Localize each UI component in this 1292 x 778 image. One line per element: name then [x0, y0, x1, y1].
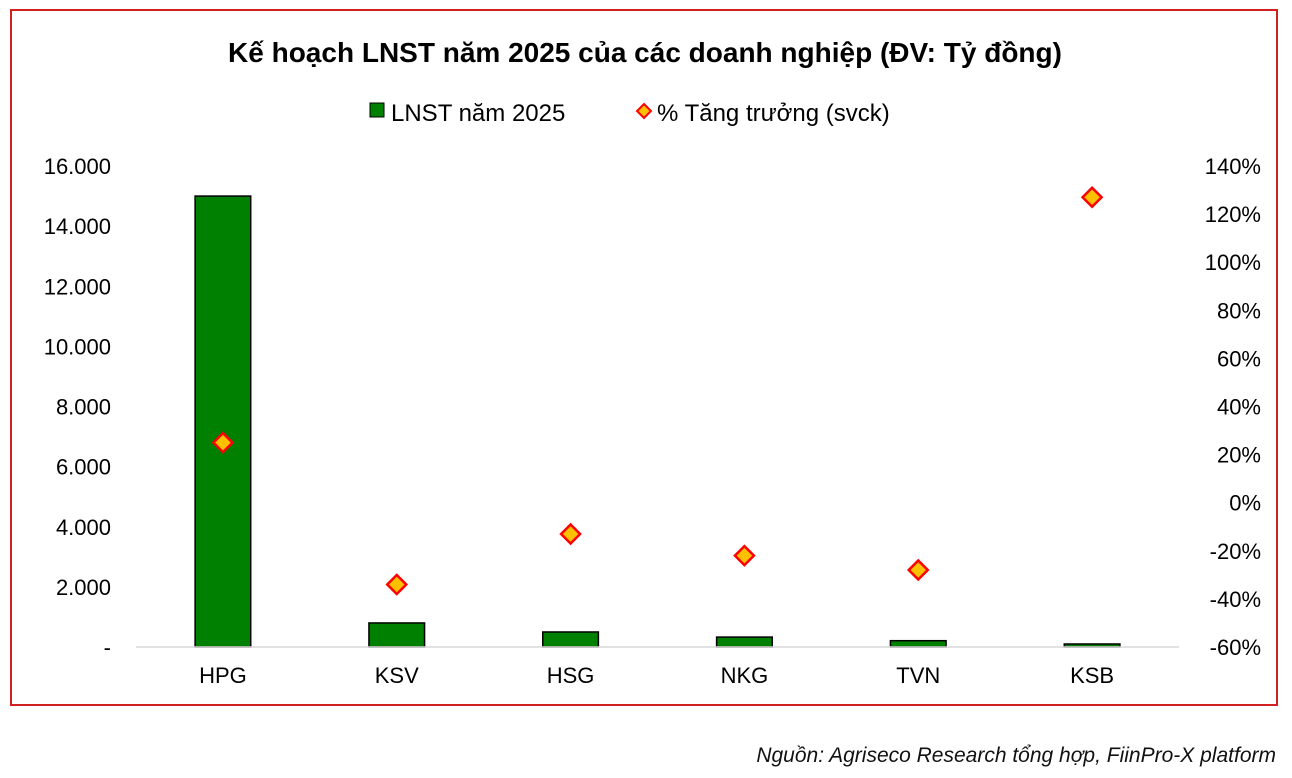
point-nkg [733, 544, 756, 567]
legend-swatch-bar [369, 102, 385, 118]
y-left-tick-label: - [104, 635, 111, 660]
y-left-tick-label: 6.000 [56, 455, 111, 480]
y-left-tick-label: 2.000 [56, 575, 111, 600]
y-left-tick-label: 14.000 [44, 214, 111, 239]
y-left-tick-label: 4.000 [56, 515, 111, 540]
y-right-tick-label: 60% [1217, 346, 1261, 371]
source-note: Nguồn: Agriseco Research tổng hợp, FiinP… [756, 744, 1276, 767]
y-left-tick-label: 10.000 [44, 334, 111, 359]
x-tick-label: TVN [896, 663, 940, 688]
legend: LNST năm 2025 % Tăng trưởng (svck) [369, 100, 890, 127]
bar-tvn [889, 639, 947, 648]
y-right-tick-label: 100% [1205, 250, 1261, 275]
x-tick-label: KSB [1070, 663, 1114, 688]
x-tick-label: KSV [375, 663, 419, 688]
y-right-tick-label: 20% [1217, 443, 1261, 468]
y-right-tick-label: 40% [1217, 395, 1261, 420]
point-hsg [559, 522, 582, 546]
y-left-tick-label: 16.000 [44, 154, 111, 179]
legend-label-growth: % Tăng trưởng (svck) [657, 100, 890, 127]
legend-swatch-diamond [635, 102, 653, 120]
bar-ksv [368, 622, 426, 648]
y-right-tick-label: 0% [1229, 491, 1261, 516]
y-right-tick-label: -40% [1210, 587, 1261, 612]
legend-label-lnst: LNST năm 2025 [391, 100, 565, 127]
bar-nkg [715, 636, 773, 648]
y-left-tick-label: 12.000 [44, 274, 111, 299]
chart-frame [10, 9, 1278, 706]
x-tick-label: HPG [199, 663, 247, 688]
y-left-axis: - 2.000 4.000 6.000 8.000 10.000 12.000 14.000 1… [44, 154, 111, 660]
x-axis: HPG KSV HSG NKG TVN KSB [199, 663, 1114, 688]
point-hpg [211, 431, 235, 454]
point-ksv [385, 573, 409, 596]
y-right-tick-label: 80% [1217, 298, 1261, 323]
bar-hsg [542, 631, 600, 648]
y-right-tick-label: 120% [1205, 202, 1261, 227]
chart-title: Kế hoạch LNST năm 2025 của các doanh ngh… [228, 37, 1062, 68]
point-ksb [1080, 185, 1104, 209]
y-right-tick-label: -20% [1210, 539, 1261, 564]
bar-series [194, 195, 1121, 648]
y-right-tick-label: 140% [1205, 154, 1261, 179]
y-right-axis: -60% -40% -20% 0% 20% 40% 60% 80% 100% 120% 140% [1205, 154, 1261, 660]
y-left-tick-label: 8.000 [56, 395, 111, 420]
x-tick-label: NKG [721, 663, 769, 688]
growth-series [211, 185, 1104, 596]
x-tick-label: HSG [547, 663, 595, 688]
bar-hpg [194, 195, 252, 648]
y-right-tick-label: -60% [1210, 635, 1261, 660]
point-tvn [906, 558, 930, 582]
